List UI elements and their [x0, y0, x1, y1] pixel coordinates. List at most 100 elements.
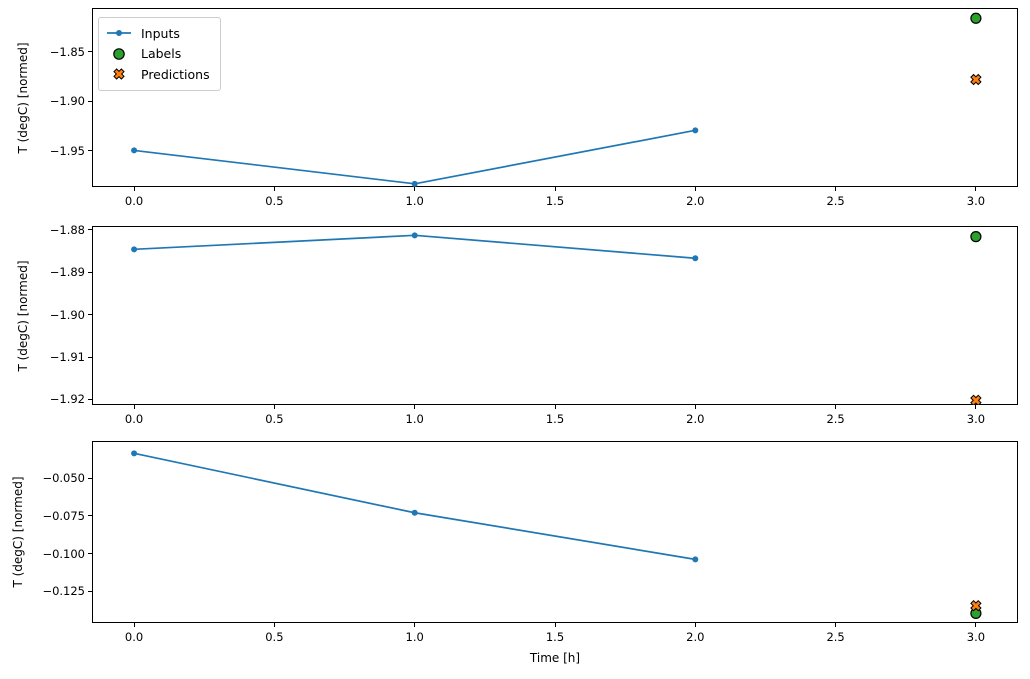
y-tick-label: −1.85	[49, 44, 85, 59]
x-tick-label: 2.0	[686, 630, 705, 644]
x-tick-mark	[975, 405, 977, 409]
x-tick-label: 3.0	[966, 630, 986, 644]
x-tick-label: 2.5	[826, 412, 845, 426]
subplot-bottom-axes	[92, 441, 1018, 623]
legend-label-predictions: Predictions	[141, 66, 210, 82]
x-tick-mark	[835, 623, 837, 627]
x-tick-label: 0.0	[124, 412, 144, 426]
y-tick-mark	[88, 229, 92, 231]
legend-label-inputs: Inputs	[141, 25, 180, 41]
y-tick-mark	[88, 51, 92, 53]
y-tick-label: −1.91	[49, 350, 85, 365]
x-tick-label: 1.5	[545, 412, 565, 426]
y-tick-label: −1.89	[49, 265, 85, 280]
x-tick-label: 2.5	[826, 194, 845, 208]
inputs-point-marker	[692, 255, 699, 262]
x-tick-label: 1.5	[545, 630, 565, 644]
x-tick-label: 2.0	[686, 194, 705, 208]
x-tick-mark	[133, 187, 135, 191]
inputs-point-marker	[131, 450, 138, 457]
y-tick-label: −0.100	[42, 546, 85, 561]
inputs-line-icon	[106, 26, 132, 40]
x-tick-label: 3.0	[966, 412, 986, 426]
y-tick-mark	[88, 477, 92, 479]
legend-item-labels: Labels	[106, 44, 210, 65]
legend: Inputs Labels Predictions	[98, 17, 221, 91]
y-tick-label: −1.92	[49, 392, 85, 407]
legend-item-predictions: Predictions	[106, 64, 210, 85]
x-tick-mark	[273, 187, 275, 191]
y-tick-label: −0.125	[42, 584, 85, 599]
x-tick-mark	[273, 405, 275, 409]
x-tick-label: 1.0	[405, 412, 424, 426]
inputs-line	[134, 234, 696, 260]
x-tick-mark	[975, 187, 977, 191]
y-tick-label: −1.88	[49, 222, 85, 237]
legend-item-inputs: Inputs	[106, 23, 210, 44]
x-axis-label: Time [h]	[529, 651, 581, 665]
x-tick-mark	[414, 623, 416, 627]
x-tick-mark	[414, 405, 416, 409]
x-tick-mark	[554, 187, 556, 191]
x-tick-mark	[835, 405, 837, 409]
y-axis-label-bottom: T (degC) [normed]	[11, 476, 25, 588]
inputs-line	[133, 452, 696, 561]
plot-area-0	[131, 12, 982, 187]
y-tick-mark	[88, 515, 92, 517]
x-tick-label: 3.0	[966, 194, 986, 208]
prediction-x-marker	[970, 599, 982, 612]
y-tick-mark	[88, 398, 92, 400]
inputs-point-marker	[692, 127, 699, 134]
y-tick-mark	[88, 314, 92, 316]
prediction-x-marker	[970, 73, 982, 86]
x-tick-mark	[694, 405, 696, 409]
x-tick-label: 0.5	[265, 412, 284, 426]
x-tick-mark	[694, 187, 696, 191]
subplot-middle-axes	[92, 226, 1018, 405]
subplot-top-axes	[92, 8, 1018, 187]
x-tick-label: 1.0	[405, 630, 424, 644]
inputs-point-marker	[131, 147, 138, 154]
y-tick-label: −0.050	[42, 471, 85, 486]
label-circle-marker	[970, 12, 982, 24]
inputs-point-marker	[411, 180, 418, 187]
x-tick-mark	[414, 187, 416, 191]
plot-area-1	[131, 231, 982, 405]
legend-label-labels: Labels	[141, 46, 182, 62]
x-tick-mark	[975, 623, 977, 627]
inputs-line	[133, 129, 696, 185]
prediction-x-marker	[970, 394, 982, 405]
x-tick-label: 2.5	[826, 630, 845, 644]
inputs-point-marker	[411, 232, 418, 239]
x-tick-mark	[554, 405, 556, 409]
y-tick-mark	[88, 356, 92, 358]
inputs-point-marker	[692, 556, 699, 563]
inputs-point-marker	[411, 509, 418, 516]
y-tick-mark	[88, 553, 92, 554]
plot-area-2	[131, 450, 982, 619]
x-tick-label: 2.0	[686, 412, 705, 426]
x-tick-mark	[554, 623, 556, 627]
x-tick-label: 0.5	[265, 194, 284, 208]
y-tick-mark	[88, 100, 92, 102]
y-tick-label: −1.90	[49, 94, 85, 109]
x-tick-mark	[835, 187, 837, 191]
y-tick-mark	[88, 150, 92, 152]
inputs-point-marker	[131, 246, 138, 253]
label-circle-marker	[970, 231, 982, 243]
y-tick-label: −0.075	[42, 508, 85, 523]
y-tick-label: −1.90	[49, 307, 85, 322]
x-tick-mark	[273, 623, 275, 627]
labels-circle-icon	[106, 46, 132, 62]
x-tick-label: 0.0	[124, 194, 144, 208]
predictions-x-icon	[106, 66, 132, 82]
x-tick-label: 0.5	[265, 630, 284, 644]
x-tick-mark	[694, 623, 696, 627]
x-tick-label: 1.0	[405, 194, 424, 208]
x-tick-mark	[133, 623, 135, 627]
x-tick-label: 1.5	[545, 194, 565, 208]
x-tick-label: 0.0	[124, 630, 144, 644]
y-tick-mark	[88, 271, 92, 273]
y-tick-label: −1.95	[49, 143, 85, 158]
